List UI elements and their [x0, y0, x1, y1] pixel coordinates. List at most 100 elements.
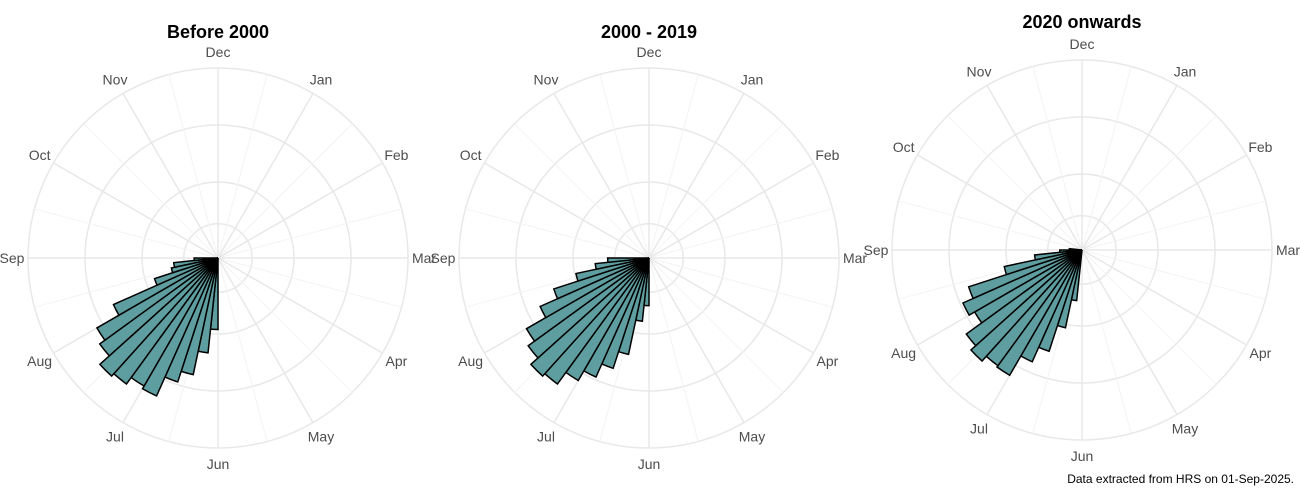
month-label-apr: Apr: [817, 353, 839, 369]
grid-spoke: [1081, 249, 1247, 346]
source-caption: Data extracted from HRS on 01-Sep-2025.: [1067, 472, 1294, 486]
polar-bar: [141, 257, 219, 397]
polar-bar: [170, 257, 219, 274]
grid-spoke-minor: [648, 257, 784, 393]
month-label-jun: Jun: [638, 456, 661, 472]
grid-spoke-minor: [1081, 249, 1217, 385]
polar-bar: [193, 257, 219, 262]
month-label-nov: Nov: [103, 72, 128, 88]
grid-spoke: [648, 257, 745, 423]
polar-bar: [525, 257, 650, 343]
grid-spoke-minor: [514, 123, 650, 259]
polar-bar: [172, 257, 219, 269]
grid-spoke: [217, 162, 383, 259]
panel-title: 2020 onwards: [1022, 12, 1141, 32]
polar-bar: [153, 257, 219, 287]
month-label-dec: Dec: [206, 44, 231, 60]
grid-spoke-minor: [1032, 66, 1083, 251]
grid-spoke: [648, 257, 814, 354]
month-label-jul: Jul: [970, 420, 988, 436]
month-label-jul: Jul: [537, 428, 555, 444]
month-label-apr: Apr: [1250, 345, 1272, 361]
month-label-aug: Aug: [27, 353, 52, 369]
month-label-sep: Sep: [864, 242, 889, 258]
grid-spoke: [986, 85, 1083, 251]
grid-spoke-minor: [217, 257, 353, 393]
month-label-sep: Sep: [431, 250, 456, 266]
month-label-feb: Feb: [815, 147, 839, 163]
grid-spoke-minor: [648, 257, 699, 442]
grid-spoke-minor: [599, 74, 650, 259]
polar-bar: [969, 249, 1083, 363]
polar-bar: [529, 257, 650, 378]
grid-spoke: [217, 257, 314, 423]
grid-spoke-minor: [648, 123, 784, 259]
polar-bar: [575, 257, 650, 283]
month-label-may: May: [308, 428, 334, 444]
month-label-oct: Oct: [460, 147, 482, 163]
grid-spoke-minor: [168, 74, 219, 259]
grid-spoke-minor: [465, 208, 650, 259]
grid-spoke-minor: [217, 123, 353, 259]
grid-spoke-minor: [648, 257, 833, 308]
polar-bar: [594, 257, 650, 271]
polar-bar: [965, 249, 1083, 347]
month-label-sep: Sep: [0, 250, 25, 266]
grid-spoke: [553, 93, 650, 259]
month-label-may: May: [1172, 420, 1198, 436]
polar-bar: [606, 257, 650, 264]
month-label-aug: Aug: [891, 345, 916, 361]
month-label-jan: Jan: [741, 72, 764, 88]
month-label-oct: Oct: [29, 147, 51, 163]
polar-bar: [961, 249, 1083, 317]
polar-bar: [1003, 249, 1083, 276]
grid-spoke: [1081, 85, 1178, 251]
polar-bar: [995, 249, 1083, 377]
polar-bar: [112, 257, 219, 317]
grid-spoke-minor: [1081, 66, 1132, 251]
polar-bar: [527, 257, 650, 360]
month-label-feb: Feb: [384, 147, 408, 163]
polar-panel-2: Jan Feb Mar Apr May Jun Jul Aug Sep Oct Nov Dec 2000…: [431, 22, 868, 472]
grid-spoke-minor: [217, 257, 402, 308]
grid-spoke: [648, 162, 814, 259]
month-label-dec: Dec: [1070, 36, 1095, 52]
grid-spoke-minor: [34, 208, 219, 259]
month-label-may: May: [739, 428, 765, 444]
grid-spoke: [484, 162, 650, 259]
grid-spoke-minor: [1081, 200, 1266, 251]
month-label-jan: Jan: [1174, 64, 1197, 80]
grid-spoke-minor: [217, 257, 268, 442]
month-label-nov: Nov: [967, 64, 992, 80]
month-label-nov: Nov: [534, 72, 559, 88]
grid-spoke: [122, 93, 219, 259]
polar-bar: [552, 257, 650, 300]
month-label-mar: Mar: [412, 250, 436, 266]
month-label-mar: Mar: [843, 250, 867, 266]
month-label-jul: Jul: [106, 428, 124, 444]
month-label-apr: Apr: [386, 353, 408, 369]
month-label-jan: Jan: [310, 72, 333, 88]
polar-panel-1: Jan Feb Mar Apr May Jun Jul Aug Sep Oct Nov Dec Befo…: [0, 22, 436, 472]
grid-spoke: [917, 154, 1083, 251]
grid-spoke-minor: [217, 74, 268, 259]
grid-spoke-minor: [648, 208, 833, 259]
polar-panel-3: Jan Feb Mar Apr May Jun Jul Aug Sep Oct Nov Dec 2020…: [864, 12, 1300, 464]
grid-spoke-minor: [1081, 115, 1217, 251]
polar-bar: [95, 257, 219, 342]
grid-spoke-minor: [648, 74, 699, 259]
grid-spoke: [217, 257, 383, 354]
polar-bar: [98, 257, 219, 378]
grid-spoke: [1081, 154, 1247, 251]
polar-bar: [1068, 247, 1083, 251]
month-label-oct: Oct: [893, 139, 915, 155]
month-label-dec: Dec: [637, 44, 662, 60]
month-label-jun: Jun: [1071, 448, 1094, 464]
grid-spoke-minor: [1081, 249, 1266, 300]
grid-spoke: [217, 93, 314, 259]
grid-spoke-minor: [83, 123, 219, 259]
grid-spoke-minor: [217, 208, 402, 259]
grid-spoke-minor: [898, 200, 1083, 251]
